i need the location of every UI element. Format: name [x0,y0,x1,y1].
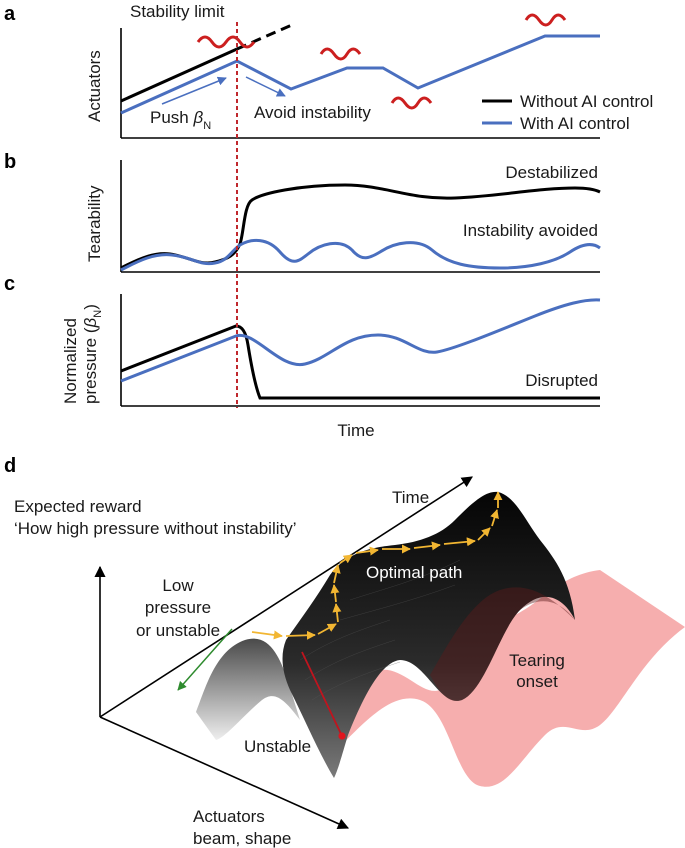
actuators-axis-label-line1: Actuators [193,807,265,826]
normalized-pressure-ylabel-line1: Normalized [61,318,80,404]
panel-d-letter: d [4,455,16,477]
instability-wave-icon-3 [390,96,433,110]
instability-avoided-label: Instability avoided [463,221,598,240]
tearing-onset-surface [336,570,685,787]
legend-label-no-ai: Without AI control [520,92,653,111]
time-axis-arrow [99,476,473,718]
pressure-subscript: N [92,310,104,318]
normalized-pressure-ylabel-line2: pressure (βN) [81,304,104,404]
panel-d-axes [94,476,473,829]
push-beta-symbol: β [192,108,203,127]
optimal-path-label: Optimal path [366,563,462,582]
panel-a-no-ai-dashed [236,22,295,51]
panel-a-letter: a [4,3,16,25]
low-pressure-label-line1: Low [162,576,194,595]
panel-c-letter: c [4,273,15,295]
time-xlabel: Time [337,421,374,440]
unstable-arrow [301,651,346,740]
panel-b-axes [120,160,600,273]
panel-c-no-ai-line [120,324,600,400]
low-pressure-arrow [177,628,233,691]
pressure-paren: ) [81,304,100,310]
panel-a-no-ai-line [120,47,238,103]
actuators-axis-arrow [99,716,350,829]
panel-b-ai-line [120,238,601,272]
instability-wave-icon-1 [196,35,256,49]
push-label: Push βN [150,108,211,132]
avoid-arrow [245,76,286,97]
panel-c-axes [120,294,600,407]
stability-limit-label: Stability limit [130,2,225,21]
push-text: Push [150,108,193,127]
surface-grid [299,559,461,701]
instability-wave-icon-2 [319,47,362,61]
tearing-onset-label-line1: Tearing [509,651,565,670]
unstable-label: Unstable [244,737,311,756]
pressure-beta-symbol: β [81,317,100,328]
instability-wave-icon-4 [524,13,567,27]
low-pressure-label-line3: or unstable [136,621,220,640]
legend: Without AI control With AI control [482,92,653,133]
panel-a-ai-line [120,34,600,115]
push-subscript: N [203,120,211,132]
pressure-text: pressure ( [81,327,100,404]
panel-c-ai-line [120,298,601,383]
disrupted-label: Disrupted [525,371,598,390]
reward-surface [282,491,575,778]
actuators-ylabel: Actuators [85,50,104,122]
panel-a-axes [120,28,600,139]
push-arrow [161,76,227,105]
expected-reward-subtitle: ‘How high pressure without instability’ [14,519,297,538]
time-axis-label: Time [392,488,429,507]
tearability-ylabel: Tearability [85,185,104,262]
destabilized-label: Destabilized [505,163,598,182]
avoid-instability-label: Avoid instability [254,103,371,122]
reward-surface-shadow [430,587,575,701]
left-surface-hump [196,638,300,740]
panel-b-letter: b [4,151,16,173]
optimal-path-arrows [251,491,503,640]
actuators-axis-label-line2: beam, shape [193,829,291,848]
tearing-onset-label-line2: onset [516,672,558,691]
legend-label-ai: With AI control [520,114,630,133]
low-pressure-label-line2: pressure [145,598,211,617]
expected-reward-title: Expected reward [14,497,142,516]
